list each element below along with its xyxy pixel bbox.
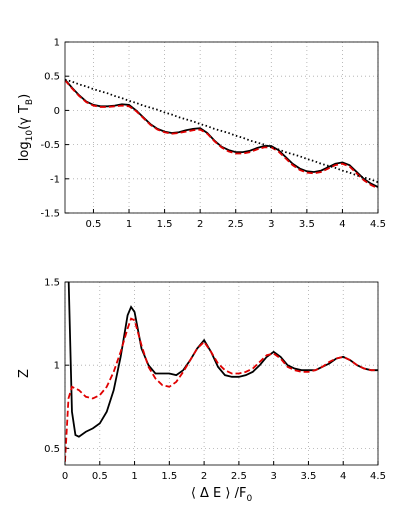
label-part: 10: [25, 130, 35, 142]
x-tick-label: 1.5: [157, 219, 173, 230]
x-tick-label: 4.5: [370, 471, 386, 482]
x-tick-label: 4: [339, 219, 345, 230]
x-tick-label: 2.5: [228, 219, 244, 230]
label-part: log: [17, 141, 32, 161]
y-tick-label: 1: [54, 361, 60, 372]
y-tick-label: -1.5: [40, 209, 60, 220]
label-part: ): [17, 94, 32, 99]
x-tick-label: 1: [131, 471, 137, 482]
label-part: ⟨ Δ E ⟩ /F: [191, 486, 247, 501]
x-tick-label: 0.5: [92, 471, 108, 482]
x-tick-label: 4.5: [370, 219, 386, 230]
axes-frame: [64, 281, 379, 466]
series-line: [65, 317, 378, 462]
y-axis-label: Z: [17, 369, 32, 378]
series-line: [65, 79, 378, 190]
x-tick-label: 3: [268, 219, 274, 230]
x-tick-label: 3.5: [299, 219, 315, 230]
label-part: B: [25, 99, 35, 105]
y-tick-label: 1.5: [44, 278, 60, 289]
series-line: [65, 78, 378, 184]
plot-area: [65, 42, 378, 213]
x-tick-label: 3: [270, 471, 276, 482]
label-part: 0: [246, 494, 252, 504]
plot-area: [65, 282, 378, 465]
y-tick-label: -0.5: [40, 140, 60, 151]
y-tick-label: 0: [54, 106, 60, 117]
x-tick-label: 0: [62, 471, 68, 482]
x-tick-label: 2: [201, 471, 207, 482]
y-tick-label: -1: [50, 174, 60, 185]
x-tick-label: 4: [340, 471, 346, 482]
y-axis-label: log10(γ TB): [17, 94, 35, 161]
x-tick-label: 1.5: [161, 471, 177, 482]
y-tick-label: 0.5: [44, 444, 60, 455]
label-part: (γ T: [17, 105, 32, 130]
x-tick-label: 2: [197, 219, 203, 230]
x-tick-label: 2.5: [231, 471, 247, 482]
x-axis-label: ⟨ Δ E ⟩ /F0: [191, 486, 253, 504]
x-tick-label: 1: [126, 219, 132, 230]
x-tick-label: 3.5: [300, 471, 316, 482]
y-tick-label: 1: [54, 38, 60, 49]
axes-frame: [64, 41, 379, 214]
x-tick-label: 0.5: [86, 219, 102, 230]
y-tick-label: 0.5: [44, 72, 60, 83]
label-part: Z: [17, 369, 32, 378]
